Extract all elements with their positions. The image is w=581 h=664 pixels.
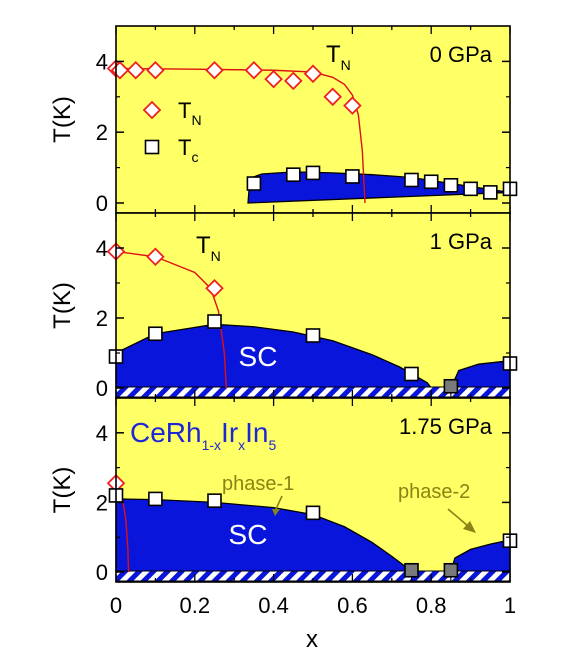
- tc-point: [345, 169, 360, 184]
- tn-point: [146, 60, 165, 80]
- tc-point: [482, 185, 498, 200]
- x-tick-label: 1: [504, 593, 516, 618]
- y-tick-label: 4: [96, 236, 108, 261]
- tn-point: [284, 71, 303, 91]
- sc-label: SC: [229, 519, 268, 550]
- phase-2-arrow: [447, 508, 469, 527]
- x-axis: 0 0.2 0.4 0.6 0.8 1 x: [110, 593, 516, 653]
- tc-point: [207, 493, 222, 508]
- y-tick-label: 0: [96, 376, 108, 401]
- tn-curve: [115, 67, 366, 204]
- tc-point: [148, 326, 163, 342]
- compound-label: CeRh1-xIrxIn5: [130, 417, 277, 453]
- y-axis-label: T(K): [49, 96, 76, 143]
- tc-point-hatched: [404, 562, 419, 578]
- tc-point: [404, 366, 419, 382]
- tc-point-hatched: [443, 378, 459, 394]
- y-tick-label: 2: [96, 490, 108, 515]
- phase-2-label: phase-2: [398, 481, 470, 503]
- hatched-band-0: [115, 386, 452, 398]
- phase-1-arrowhead: [272, 509, 280, 516]
- phase-2-arrowhead: [463, 521, 476, 533]
- hatched-band-2: [450, 570, 511, 582]
- tc-point: [207, 314, 222, 329]
- y-tick-label: 2: [96, 306, 108, 331]
- tc-point-hatched: [443, 562, 459, 578]
- tn-point: [126, 60, 145, 80]
- y-axis-label: T(K): [49, 282, 76, 329]
- tn-point: [205, 278, 224, 298]
- pressure-label: 1.75 GPa: [399, 414, 493, 439]
- y-axis-label: T(K): [49, 467, 76, 514]
- tn-point: [323, 87, 342, 107]
- tc-point: [305, 165, 321, 181]
- tn-annotation: TN: [326, 41, 351, 73]
- x-tick-label: 0.8: [416, 593, 447, 618]
- legend-diamond-marker: [142, 100, 162, 120]
- tn-point: [205, 60, 224, 80]
- tc-point: [443, 178, 459, 193]
- phase-1-arrow: [275, 495, 283, 510]
- x-tick-label: 0.6: [337, 593, 368, 618]
- tc-point: [404, 172, 419, 188]
- y-tick-label: 4: [96, 421, 108, 446]
- sc-label: SC: [239, 341, 278, 372]
- tc-point: [423, 174, 439, 190]
- phase-1-label: phase-1: [222, 473, 294, 495]
- x-tick-label: 0.2: [180, 593, 211, 618]
- tc-point: [285, 167, 301, 182]
- y-tick-label: 0: [96, 560, 108, 585]
- hatched-band-1: [450, 386, 511, 398]
- panel-0: 0 2 4 T(K) 0 GPa TN TN Tc: [49, 25, 518, 216]
- x-tick-label: 0: [110, 593, 122, 618]
- panel-1: 0 2 4 T(K) 1 GPa TN SC: [49, 212, 518, 401]
- legend-square-marker: [144, 139, 160, 155]
- tn-point: [343, 96, 362, 115]
- panel-2: 0 2 4 T(K) 1.75 GPa SC CeRh1-xIrxIn5 phase-1 pha…: [49, 397, 518, 585]
- x-axis-label: x: [306, 626, 318, 653]
- tc-point: [148, 491, 163, 507]
- legend-label: TN: [178, 98, 202, 128]
- y-tick-label: 2: [96, 120, 108, 145]
- pressure-label: 0 GPa: [430, 42, 493, 67]
- tn-point: [244, 60, 264, 80]
- pressure-label: 1 GPa: [430, 229, 493, 254]
- legend-label: Tc: [178, 135, 198, 165]
- hatched-band-0: [115, 570, 412, 582]
- tc-point: [463, 181, 478, 197]
- y-tick-label: 4: [96, 49, 108, 74]
- tn-point: [303, 64, 323, 84]
- y-tick-label: 0: [96, 191, 108, 216]
- tn-point: [146, 247, 165, 267]
- tc-point: [305, 505, 321, 521]
- tn-annotation: TN: [196, 232, 221, 264]
- tc-point: [305, 328, 321, 343]
- tn-point: [264, 69, 283, 89]
- x-tick-label: 0.4: [258, 593, 289, 618]
- tc-point: [246, 176, 262, 191]
